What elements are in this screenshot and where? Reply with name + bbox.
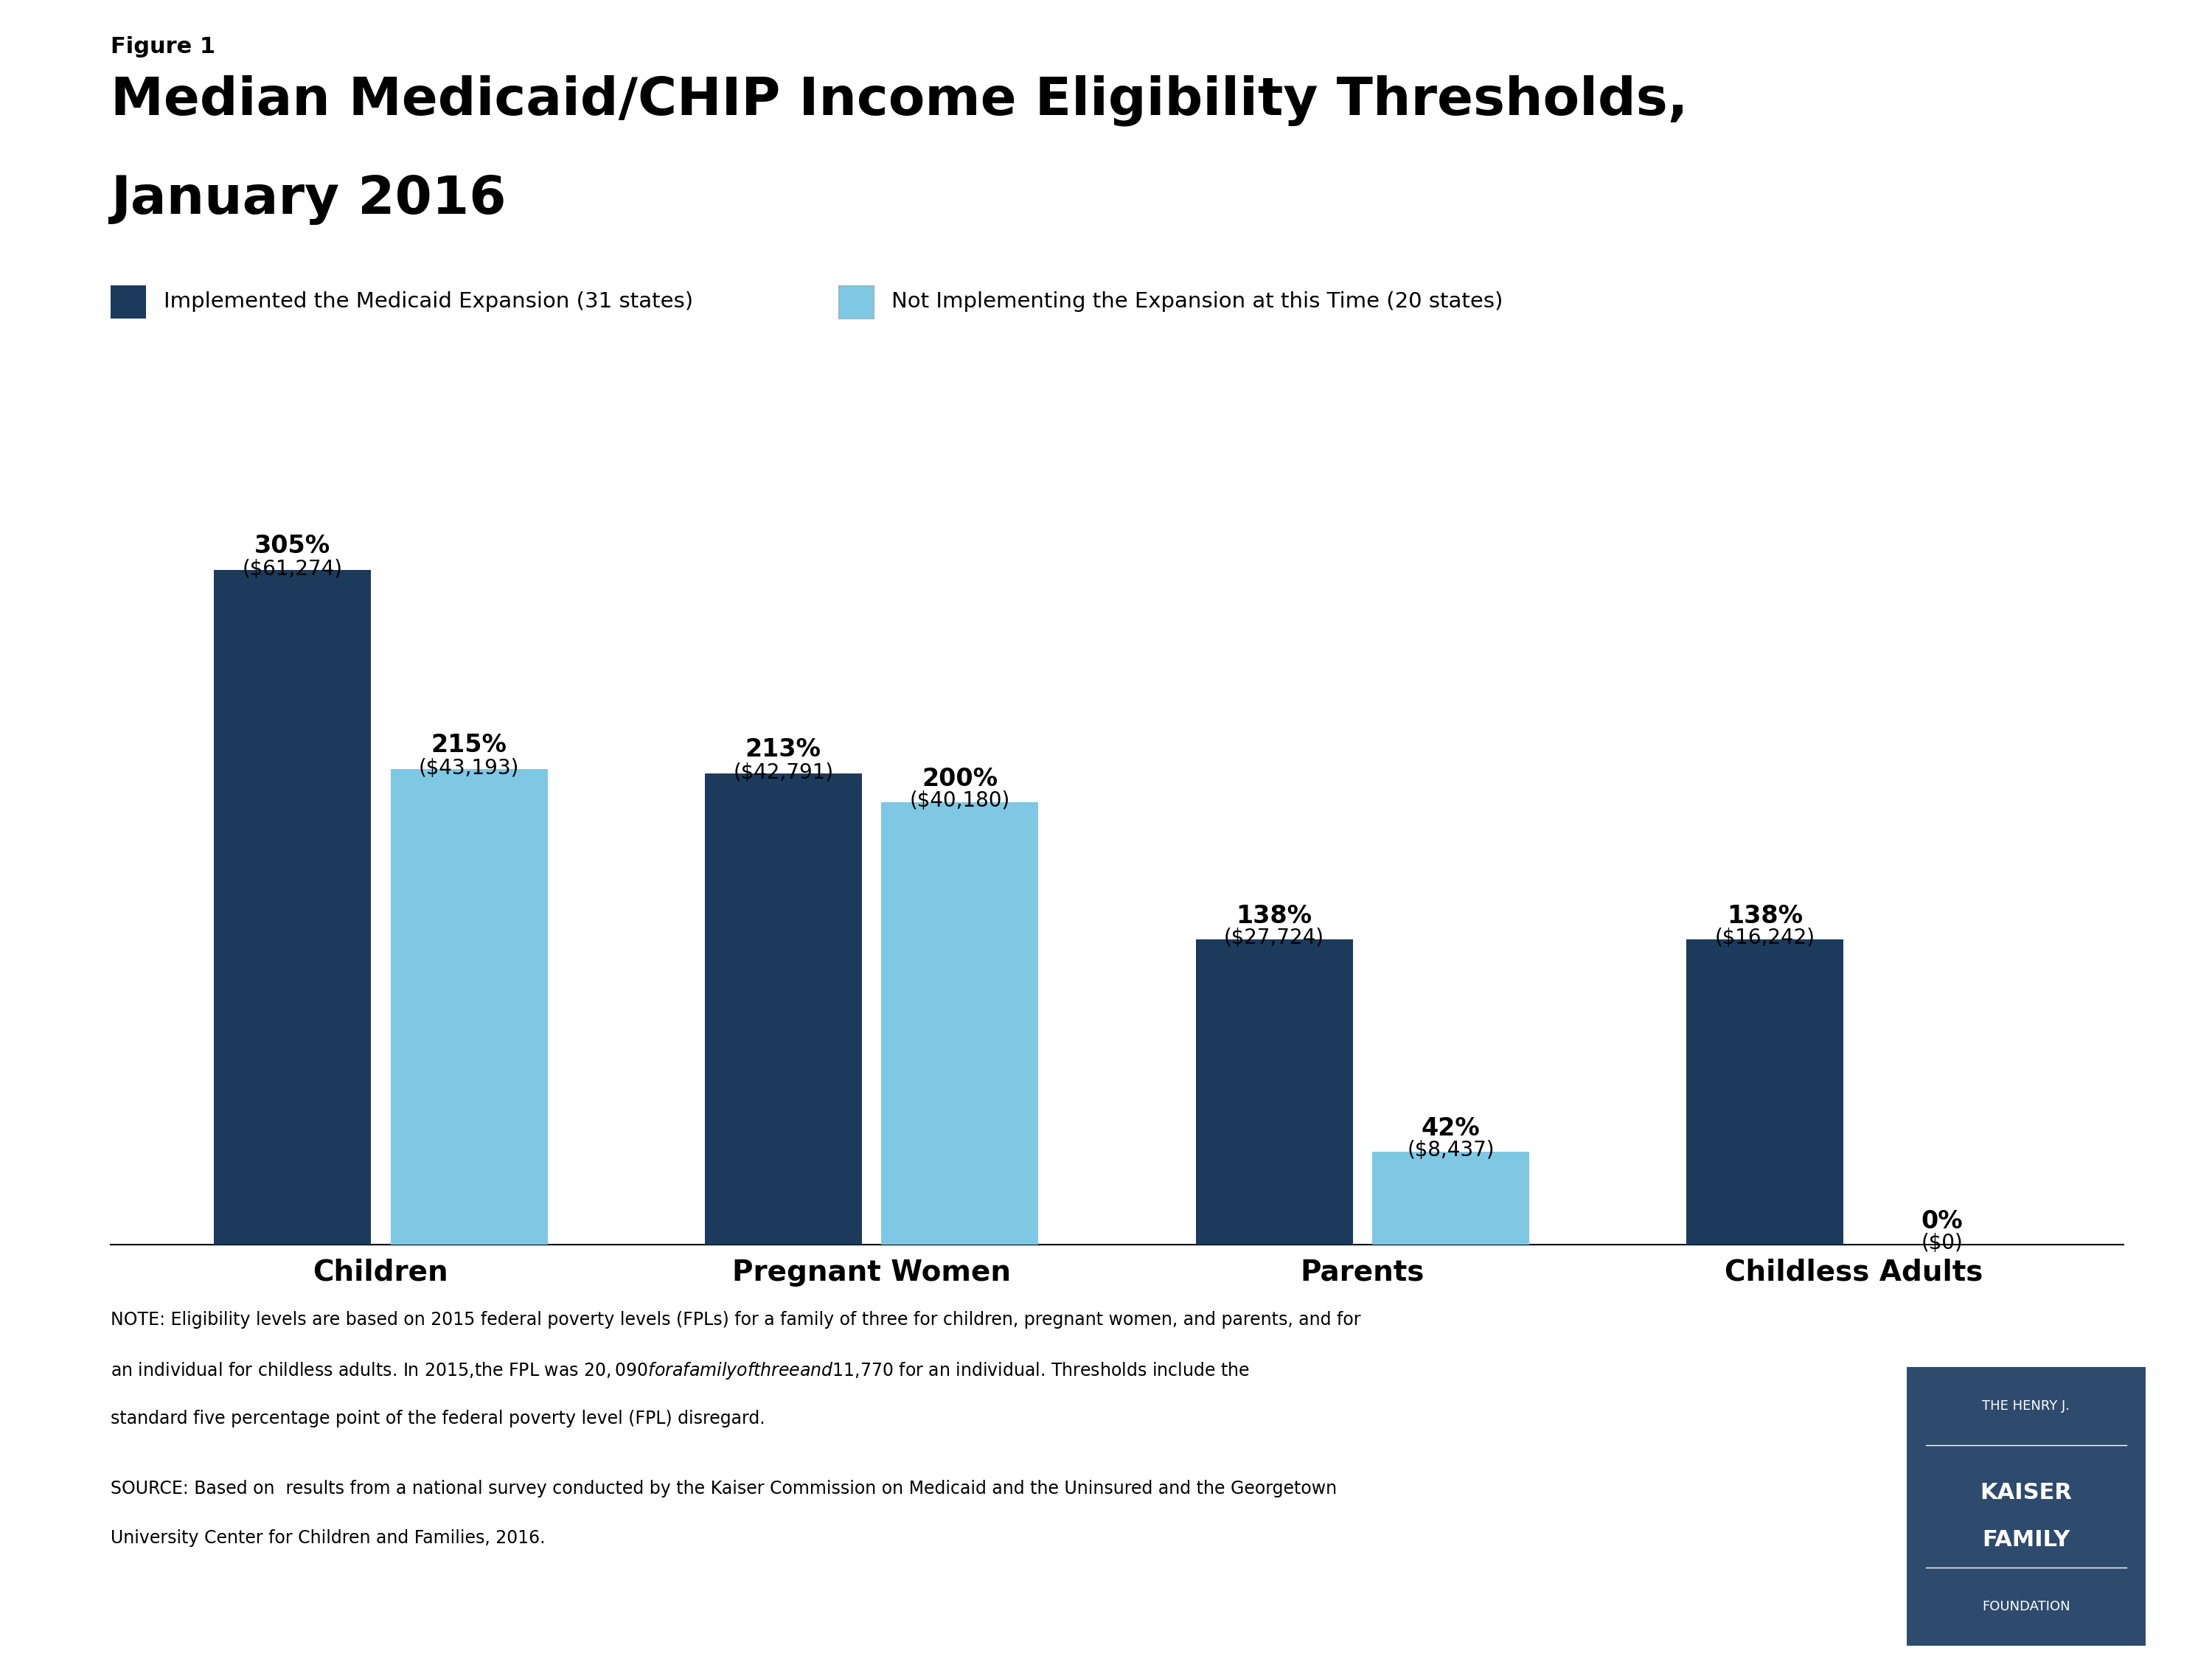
Text: FOUNDATION: FOUNDATION xyxy=(1982,1599,2070,1613)
Text: FAMILY: FAMILY xyxy=(1982,1530,2070,1551)
Text: NOTE: Eligibility levels are based on 2015 federal poverty levels (FPLs) for a f: NOTE: Eligibility levels are based on 20… xyxy=(111,1311,1360,1329)
Bar xyxy=(1371,1151,1528,1244)
Bar xyxy=(392,768,549,1244)
Text: ($40,180): ($40,180) xyxy=(909,791,1011,811)
Bar xyxy=(1686,939,1843,1244)
Text: SOURCE: Based on  results from a national survey conducted by the Kaiser Commiss: SOURCE: Based on results from a national… xyxy=(111,1480,1336,1498)
Text: THE HENRY J.: THE HENRY J. xyxy=(1982,1400,2070,1413)
Text: Median Medicaid/CHIP Income Eligibility Thresholds,: Median Medicaid/CHIP Income Eligibility … xyxy=(111,75,1688,126)
Bar xyxy=(1197,939,1354,1244)
Text: ($27,724): ($27,724) xyxy=(1223,927,1325,949)
Text: Implemented the Medicaid Expansion (31 states): Implemented the Medicaid Expansion (31 s… xyxy=(164,292,692,312)
Text: January 2016: January 2016 xyxy=(111,174,507,226)
Text: ($16,242): ($16,242) xyxy=(1714,927,1816,949)
Text: 200%: 200% xyxy=(922,766,998,791)
Text: Not Implementing the Expansion at this Time (20 states): Not Implementing the Expansion at this T… xyxy=(891,292,1502,312)
Text: ($42,791): ($42,791) xyxy=(732,761,834,783)
Text: an individual for childless adults. In 2015,the FPL was $20,090 for a family of : an individual for childless adults. In 2… xyxy=(111,1360,1250,1380)
Text: ($0): ($0) xyxy=(1920,1233,1962,1254)
Text: standard five percentage point of the federal poverty level (FPL) disregard.: standard five percentage point of the fe… xyxy=(111,1410,765,1428)
Text: KAISER: KAISER xyxy=(1980,1481,2073,1503)
Text: University Center for Children and Families, 2016.: University Center for Children and Famil… xyxy=(111,1530,544,1548)
Text: ($61,274): ($61,274) xyxy=(241,559,343,579)
Text: Figure 1: Figure 1 xyxy=(111,36,215,58)
Text: 215%: 215% xyxy=(431,733,507,758)
Text: 305%: 305% xyxy=(254,534,330,559)
Text: 138%: 138% xyxy=(1237,904,1312,927)
Text: ($8,437): ($8,437) xyxy=(1407,1140,1495,1161)
Text: 0%: 0% xyxy=(1920,1209,1962,1233)
Bar xyxy=(880,801,1037,1244)
Bar xyxy=(215,569,372,1244)
Text: 213%: 213% xyxy=(745,738,821,761)
Text: 138%: 138% xyxy=(1728,904,1803,927)
Text: 42%: 42% xyxy=(1422,1117,1480,1140)
Text: ($43,193): ($43,193) xyxy=(418,758,520,778)
Bar xyxy=(706,773,863,1244)
